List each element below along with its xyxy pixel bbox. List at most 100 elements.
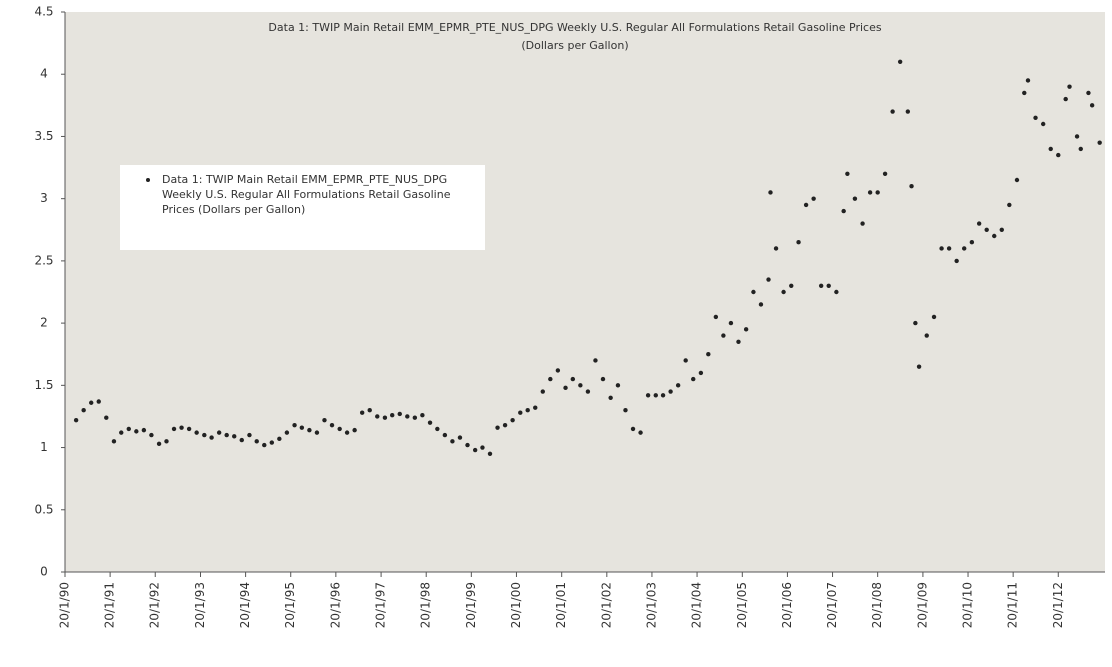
data-point [905, 109, 911, 114]
data-point [897, 59, 903, 64]
data-point [284, 430, 290, 435]
x-tick-label: 20/1/94 [238, 582, 252, 628]
data-point [202, 432, 207, 438]
data-point [179, 425, 184, 430]
data-point [111, 439, 117, 444]
legend-marker [146, 178, 150, 182]
data-point [292, 422, 297, 428]
data-point [1007, 202, 1012, 208]
data-point [743, 327, 749, 332]
legend-label: Data 1: TWIP Main Retail EMM_EPMR_PTE_NU… [162, 173, 451, 216]
data-point [623, 408, 628, 413]
data-point [73, 417, 79, 423]
data-point [660, 393, 666, 398]
data-point [156, 441, 162, 447]
x-tick-label: 20/1/09 [915, 582, 929, 628]
x-tick-label: 20/1/06 [780, 582, 794, 628]
data-point [999, 227, 1004, 232]
data-point [691, 376, 696, 382]
x-tick-label: 20/1/98 [419, 582, 433, 628]
data-point [645, 393, 651, 398]
data-point [450, 439, 455, 444]
data-point [615, 383, 621, 388]
data-point [81, 408, 86, 413]
data-point [442, 432, 448, 438]
data-point [773, 246, 779, 251]
data-point [1040, 121, 1046, 127]
data-point [254, 439, 259, 444]
data-point [698, 370, 704, 376]
data-point [277, 436, 282, 442]
x-tick-label: 20/1/90 [58, 582, 72, 628]
data-point [721, 333, 726, 338]
data-point [736, 339, 741, 344]
y-tick-label: 2 [40, 316, 48, 330]
data-point [713, 314, 719, 320]
data-point [1048, 146, 1053, 152]
data-point [653, 393, 658, 398]
data-point [382, 415, 388, 420]
y-tick-label: 1.5 [34, 378, 53, 392]
data-point [375, 414, 380, 419]
data-point [706, 352, 711, 357]
x-tick-label: 20/1/08 [870, 582, 884, 628]
data-point [329, 422, 335, 428]
x-tick-label: 20/1/97 [374, 582, 388, 628]
data-point [247, 432, 252, 438]
data-point [194, 430, 199, 435]
data-point [164, 439, 169, 444]
data-point [931, 314, 937, 320]
data-point [890, 109, 895, 114]
data-point [984, 227, 989, 232]
data-point [171, 426, 177, 432]
x-tick-label: 20/1/01 [554, 582, 568, 628]
data-point [600, 376, 606, 382]
data-point [675, 383, 681, 388]
data-point [845, 171, 850, 176]
data-point [209, 435, 214, 440]
y-tick-label: 3 [40, 191, 48, 205]
data-point [465, 442, 470, 448]
x-tick-label: 20/1/95 [283, 582, 297, 628]
x-tick-label: 20/1/00 [509, 582, 523, 628]
data-point [186, 426, 192, 432]
data-point [954, 258, 959, 264]
data-point [344, 430, 350, 435]
data-point [961, 246, 967, 251]
x-tick-label: 20/1/96 [328, 582, 342, 628]
data-point [1063, 96, 1068, 102]
data-point [1025, 78, 1031, 83]
data-point [322, 417, 327, 423]
data-point [946, 246, 952, 251]
data-point [495, 425, 500, 430]
data-point [1022, 90, 1027, 96]
data-point [262, 442, 267, 448]
data-point [728, 320, 734, 326]
data-point [841, 208, 846, 214]
data-point [585, 389, 591, 394]
data-point [563, 385, 568, 391]
data-point [352, 427, 357, 433]
data-point [976, 221, 982, 226]
data-point [134, 429, 139, 434]
data-point [540, 389, 545, 394]
data-point [939, 246, 944, 251]
x-tick-label: 20/1/05 [735, 582, 749, 628]
data-point [969, 240, 975, 245]
data-point [141, 427, 147, 433]
data-point [608, 395, 613, 400]
data-point [630, 426, 636, 432]
data-point [683, 358, 688, 363]
y-tick-label: 1 [40, 440, 48, 454]
data-point [768, 190, 773, 195]
data-point [1033, 115, 1038, 120]
chart-subtitle: (Dollars per Gallon) [521, 39, 628, 52]
data-point [909, 184, 914, 189]
data-point [457, 435, 463, 440]
y-tick-label: 0 [40, 565, 48, 579]
data-point [758, 302, 764, 307]
y-tick-label: 4.5 [34, 5, 53, 19]
data-point [510, 417, 515, 423]
data-point [224, 432, 229, 438]
